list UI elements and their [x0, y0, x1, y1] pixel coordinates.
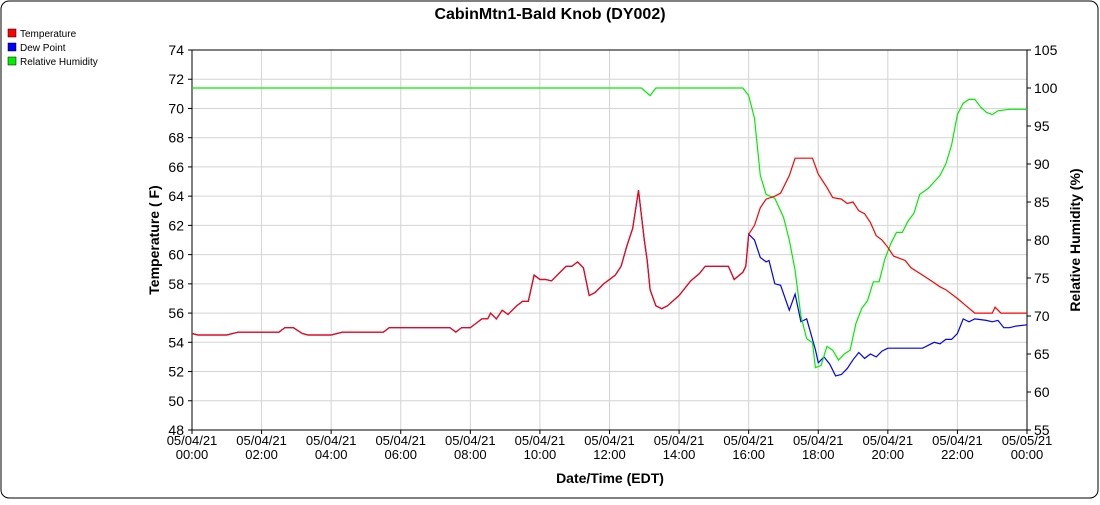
x-tick-label: 05/04/21 — [375, 433, 426, 448]
x-tick-label: 16:00 — [732, 447, 765, 462]
y2-tick-label: 65 — [1034, 346, 1050, 362]
x-tick-label: 06:00 — [384, 447, 417, 462]
y-tick-label: 48 — [168, 422, 184, 438]
series-line — [192, 87, 1027, 369]
x-tick-label: 04:00 — [315, 447, 348, 462]
y-tick-label: 58 — [168, 276, 184, 292]
plot-border — [191, 49, 1028, 431]
x-tick-label: 05/04/21 — [515, 433, 566, 448]
legend-label: Temperature — [20, 29, 77, 40]
y-tick-label: 74 — [168, 42, 184, 58]
x-tick-label: 05/04/21 — [654, 433, 705, 448]
y-tick-label: 64 — [168, 188, 184, 204]
y-tick-label: 60 — [168, 247, 184, 263]
x-tick-label: 00:00 — [176, 447, 209, 462]
x-tick-label: 05/04/21 — [932, 433, 983, 448]
x-tick-label: 05/04/21 — [306, 433, 357, 448]
y2-axis-title: Relative Humidity (%) — [1067, 168, 1083, 311]
x-tick-label: 05/04/21 — [445, 433, 496, 448]
x-tick-label: 20:00 — [872, 447, 905, 462]
x-tick-label: 05/04/21 — [167, 433, 218, 448]
x-tick-label: 18:00 — [802, 447, 835, 462]
y-tick-label: 70 — [168, 100, 184, 116]
y2-tick-label: 70 — [1034, 308, 1050, 324]
y-tick-label: 50 — [168, 393, 184, 409]
y-tick-label: 68 — [168, 130, 184, 146]
y2-tick-label: 85 — [1034, 194, 1050, 210]
x-tick-label: 12:00 — [593, 447, 626, 462]
x-tick-label: 05/04/21 — [863, 433, 914, 448]
x-tick-label: 05/04/21 — [584, 433, 635, 448]
y-axis-title: Temperature ( F) — [146, 185, 162, 294]
legend-label: Relative Humidity — [20, 57, 98, 68]
legend-swatch — [7, 28, 17, 38]
y-tick-label: 56 — [168, 305, 184, 321]
x-tick-label: 05/04/21 — [723, 433, 774, 448]
y-tick-label: 54 — [168, 334, 184, 350]
x-tick-label: 10:00 — [524, 447, 557, 462]
legend-swatch — [7, 56, 17, 66]
x-axis-title: Date/Time (EDT) — [556, 470, 664, 486]
y-tick-label: 62 — [168, 217, 184, 233]
y2-tick-label: 75 — [1034, 270, 1050, 286]
y2-tick-label: 90 — [1034, 156, 1050, 172]
y2-tick-label: 105 — [1034, 42, 1058, 58]
x-tick-label: 22:00 — [941, 447, 974, 462]
x-tick-label: 05/05/21 — [1002, 433, 1053, 448]
legend-label: Dew Point — [20, 43, 66, 54]
y-tick-label: 72 — [168, 71, 184, 87]
y2-tick-label: 55 — [1034, 422, 1050, 438]
y2-tick-label: 60 — [1034, 384, 1050, 400]
x-tick-label: 05/04/21 — [236, 433, 287, 448]
x-tick-label: 08:00 — [454, 447, 487, 462]
y2-tick-label: 100 — [1034, 80, 1058, 96]
series-line — [191, 157, 1027, 336]
x-tick-label: 02:00 — [245, 447, 278, 462]
legend-swatch — [7, 42, 17, 52]
x-tick-label: 05/04/21 — [793, 433, 844, 448]
y-tick-label: 66 — [168, 159, 184, 175]
y2-tick-label: 80 — [1034, 232, 1050, 248]
x-tick-label: 00:00 — [1011, 447, 1044, 462]
x-tick-label: 14:00 — [663, 447, 696, 462]
chart-title: CabinMtn1-Bald Knob (DY002) — [434, 6, 665, 23]
y-tick-label: 52 — [168, 364, 184, 380]
y2-tick-label: 95 — [1034, 118, 1050, 134]
